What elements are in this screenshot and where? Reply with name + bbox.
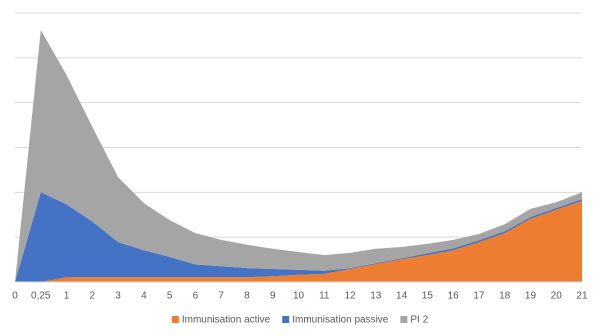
x-tick-label: 1 xyxy=(64,291,70,302)
x-tick-label: 3 xyxy=(115,291,121,302)
x-tick-label: 2 xyxy=(90,291,96,302)
x-tick-label: 0 xyxy=(12,291,18,302)
legend-marker xyxy=(400,316,408,323)
x-tick-label: 17 xyxy=(473,291,485,302)
x-tick-label: 18 xyxy=(499,291,511,302)
x-tick-label: 19 xyxy=(525,291,537,302)
area xyxy=(15,192,582,282)
x-tick-label: 0,25 xyxy=(31,291,51,302)
x-tick-label: 6 xyxy=(193,291,199,302)
x-tick-label: 13 xyxy=(370,291,382,302)
x-tick-label: 15 xyxy=(422,291,434,302)
x-tick-label: 21 xyxy=(576,291,588,302)
legend-marker xyxy=(171,316,179,323)
area xyxy=(15,30,582,282)
x-tick-label: 20 xyxy=(551,291,563,302)
legend-label: Immunisation active xyxy=(182,315,271,326)
x-tick-label: 4 xyxy=(141,291,147,302)
x-tick-label: 8 xyxy=(244,291,250,302)
x-tick-label: 9 xyxy=(270,291,276,302)
x-tick-label: 12 xyxy=(344,291,356,302)
x-tick-label: 5 xyxy=(167,291,173,302)
x-tick-label: 14 xyxy=(396,291,408,302)
x-tick-label: 10 xyxy=(293,291,305,302)
legend-label: Immunisation passive xyxy=(292,315,389,326)
x-tick-label: 11 xyxy=(319,291,330,302)
legend: Immunisation active Immunisation passive P… xyxy=(171,315,429,326)
x-tick-label: 7 xyxy=(218,291,224,302)
legend-marker xyxy=(282,316,290,323)
area xyxy=(15,200,582,282)
x-tick-label: 16 xyxy=(448,291,460,302)
legend-label: PI 2 xyxy=(410,315,428,326)
